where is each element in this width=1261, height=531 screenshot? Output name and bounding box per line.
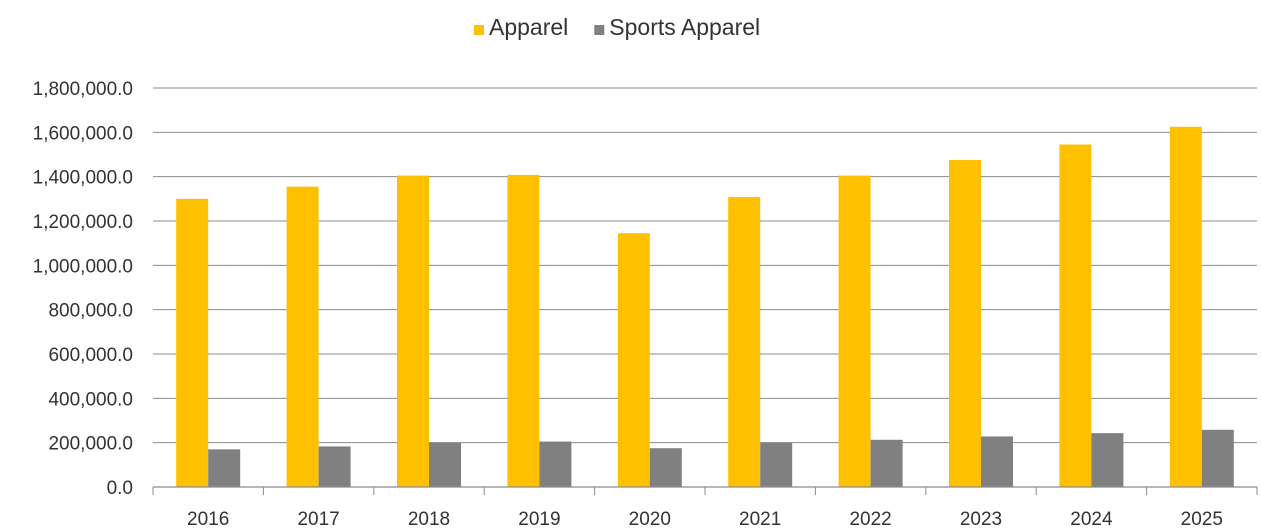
x-tick-label: 2021 (739, 509, 781, 530)
legend-label: Apparel (489, 14, 568, 40)
x-tick-label: 2018 (408, 509, 450, 530)
legend: Apparel Sports Apparel (474, 14, 760, 40)
bar-apparel (507, 174, 540, 488)
bar-apparel (728, 197, 761, 487)
bar-sports-apparel (539, 441, 572, 487)
x-tick-label: 2020 (629, 509, 671, 530)
x-tick-label: 2022 (849, 509, 891, 530)
x-axis: 2016 2017 2018 2019 2020 2021 2022 2023 2024 2025 (152, 486, 1258, 530)
y-tick-label: 1,400,000.0 (33, 168, 133, 189)
bar-sports-apparel (318, 446, 351, 487)
legend-swatch (594, 25, 605, 35)
y-tick-label: 800,000.0 (48, 301, 133, 322)
x-tick-label: 2025 (1181, 509, 1223, 530)
bar-apparel (286, 186, 319, 487)
bar-apparel (397, 175, 429, 487)
legend-swatch (474, 25, 484, 35)
x-tick-label: 2024 (1070, 509, 1113, 530)
y-tick-label: 1,200,000.0 (33, 212, 133, 233)
bar-apparel (1169, 126, 1202, 488)
y-tick-label: 1,800,000.0 (33, 79, 133, 100)
bar-apparel (949, 160, 981, 487)
bar-sports-apparel (981, 436, 1013, 487)
bar-sports-apparel (429, 442, 461, 487)
y-tick-label: 400,000.0 (48, 389, 133, 410)
x-tick-label: 2016 (187, 509, 229, 530)
y-tick-label: 1,600,000.0 (33, 123, 133, 144)
bar-sports-apparel (870, 439, 903, 487)
bar-sports-apparel (649, 448, 682, 487)
bar-apparel (838, 175, 871, 487)
x-tick-label: 2017 (297, 509, 339, 530)
bar-sports-apparel (208, 449, 241, 487)
bar-sports-apparel (1091, 433, 1124, 487)
bar-sports-apparel (1201, 429, 1234, 487)
bar-sports-apparel (760, 442, 793, 487)
x-tick-label: 2023 (960, 509, 1002, 530)
y-tick-label: 600,000.0 (48, 345, 133, 366)
bars (176, 126, 1234, 488)
x-tick-label: 2019 (518, 509, 560, 530)
legend-label: Sports Apparel (609, 14, 760, 40)
gridlines (153, 87, 1257, 444)
bar-apparel (1059, 144, 1092, 487)
y-axis: 0.0 200,000.0 400,000.0 600,000.0 800,000.0 1… (33, 79, 133, 499)
bar-apparel (176, 198, 209, 488)
y-tick-label: 200,000.0 (48, 434, 133, 455)
bar-apparel (617, 233, 650, 487)
y-tick-label: 0.0 (107, 478, 133, 499)
y-tick-label: 1,000,000.0 (33, 256, 133, 277)
